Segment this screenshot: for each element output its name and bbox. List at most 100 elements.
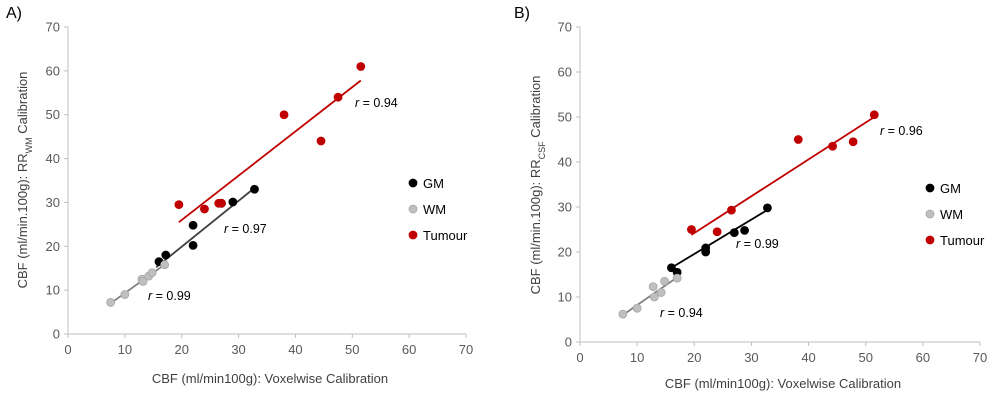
y-tick-label: 20 (558, 245, 572, 260)
data-point-tumour (848, 137, 858, 147)
data-point-tumour (793, 135, 803, 144)
legend-label-gm: GM (940, 181, 961, 196)
y-axis-label-main: CBF (ml/min.100g): RR (528, 159, 543, 294)
data-point-wm (660, 276, 669, 286)
data-point-gm (667, 263, 676, 273)
data-point-tumour (217, 198, 226, 208)
data-point-tumour (687, 225, 696, 234)
legend-label-wm: WM (423, 202, 446, 217)
data-point-tumour (316, 136, 326, 146)
data-point-gm (740, 225, 749, 235)
x-tick-label: 40 (801, 350, 815, 365)
x-tick-label: 50 (345, 342, 359, 357)
r-label-symbol: r (880, 124, 885, 138)
data-point-wm (648, 282, 658, 292)
legend-marker-tumour (408, 230, 418, 240)
data-point-gm (188, 241, 198, 250)
data-point-wm (632, 303, 642, 313)
data-point-tumour (279, 110, 289, 120)
r-label-symbol: r (660, 306, 665, 320)
r-label-wm: r = 0.99 (148, 289, 191, 303)
legend-label-tumour: Tumour (940, 233, 985, 248)
chart-panel-1: A) 0 10 20 30 40 50 60 70 0 10 20 30 40 50 60 70 CBF (ml/… (6, 5, 473, 386)
x-axis-label: CBF (ml/min100g): Voxelwise Calibration (152, 371, 388, 386)
data-point-gm (228, 197, 238, 207)
data-point-tumour (869, 110, 879, 120)
y-axis-label-suffix: Calibration (528, 76, 543, 142)
r-label-symbol: r (736, 237, 741, 251)
data-point-gm (161, 250, 171, 260)
r-label-value: = 0.97 (228, 222, 267, 236)
fit-line-tumour (690, 116, 875, 236)
x-tick-label: 50 (858, 350, 872, 365)
data-point-tumour (200, 204, 209, 214)
legend-marker-wm (408, 204, 418, 214)
data-point-gm (763, 203, 772, 213)
panel-label: B) (514, 5, 530, 22)
y-tick-label: 50 (558, 110, 572, 125)
legend-label-wm: WM (940, 207, 963, 222)
data-point-tumour (356, 62, 366, 71)
r-label-gm: r = 0.99 (736, 237, 779, 251)
data-point-wm (120, 290, 130, 299)
y-axis-label: CBF (ml/min.100g): RRCSF Calibration (528, 76, 547, 295)
r-label-symbol: r (148, 289, 153, 303)
legend-label-tumour: Tumour (423, 228, 468, 243)
r-label-symbol: r (355, 96, 360, 110)
y-tick-label: 10 (46, 283, 60, 298)
r-label-tumour: r = 0.96 (880, 124, 923, 138)
data-point-wm (147, 268, 157, 278)
x-axis-label: CBF (ml/min100g): Voxelwise Calibration (665, 376, 901, 391)
data-point-wm (618, 309, 628, 319)
legend-marker-tumour (925, 235, 935, 245)
r-label-tumour: r = 0.94 (355, 96, 398, 110)
r-label-symbol: r (224, 222, 229, 236)
data-point-wm (160, 260, 170, 270)
legend-marker-gm (408, 178, 418, 188)
x-tick-label: 70 (973, 350, 987, 365)
data-point-tumour (333, 92, 343, 102)
chart-panel-2: B) 0 10 20 30 40 50 60 70 0 10 20 30 40 50 60 70 CBF (ml/… (514, 5, 987, 391)
y-tick-label: 50 (46, 107, 60, 122)
y-tick-label: 60 (558, 65, 572, 80)
data-point-gm (250, 184, 259, 194)
y-tick-label: 40 (46, 151, 60, 166)
y-tick-label: 0 (565, 335, 572, 350)
x-tick-label: 30 (231, 342, 245, 357)
r-label-wm: r = 0.94 (660, 306, 703, 320)
y-axis-label-subscript: CSF (537, 141, 547, 160)
y-axis-label-main: CBF (ml/min.100g): RR (15, 153, 30, 288)
x-tick-label: 20 (174, 342, 188, 357)
x-tick-label: 0 (64, 342, 71, 357)
x-tick-label: 40 (288, 342, 302, 357)
data-point-tumour (712, 227, 722, 237)
data-point-wm (672, 273, 682, 283)
y-tick-label: 70 (558, 20, 572, 35)
data-point-tumour (828, 141, 837, 151)
x-tick-label: 30 (744, 350, 758, 365)
x-tick-label: 10 (118, 342, 132, 357)
r-label-value: = 0.96 (884, 124, 923, 138)
legend-marker-gm (925, 183, 935, 193)
y-tick-label: 30 (46, 195, 60, 210)
r-label-value: = 0.94 (664, 306, 703, 320)
data-point-gm (188, 220, 198, 230)
data-point-gm (701, 247, 711, 257)
data-point-wm (649, 292, 659, 302)
x-tick-label: 60 (916, 350, 930, 365)
r-label-value: = 0.99 (152, 289, 191, 303)
data-point-wm (106, 298, 116, 307)
legend-marker-wm (925, 209, 935, 219)
fit-line-gm (155, 187, 256, 269)
data-point-wm (656, 288, 666, 297)
legend-label-gm: GM (423, 176, 444, 191)
data-point-tumour (727, 205, 736, 215)
y-tick-label: 20 (46, 239, 60, 254)
y-axis-label-suffix: Calibration (15, 72, 30, 138)
r-label-gm: r = 0.97 (224, 222, 267, 236)
data-point-wm (138, 276, 148, 286)
y-tick-label: 30 (558, 200, 572, 215)
x-tick-label: 70 (459, 342, 473, 357)
x-tick-label: 10 (630, 350, 644, 365)
